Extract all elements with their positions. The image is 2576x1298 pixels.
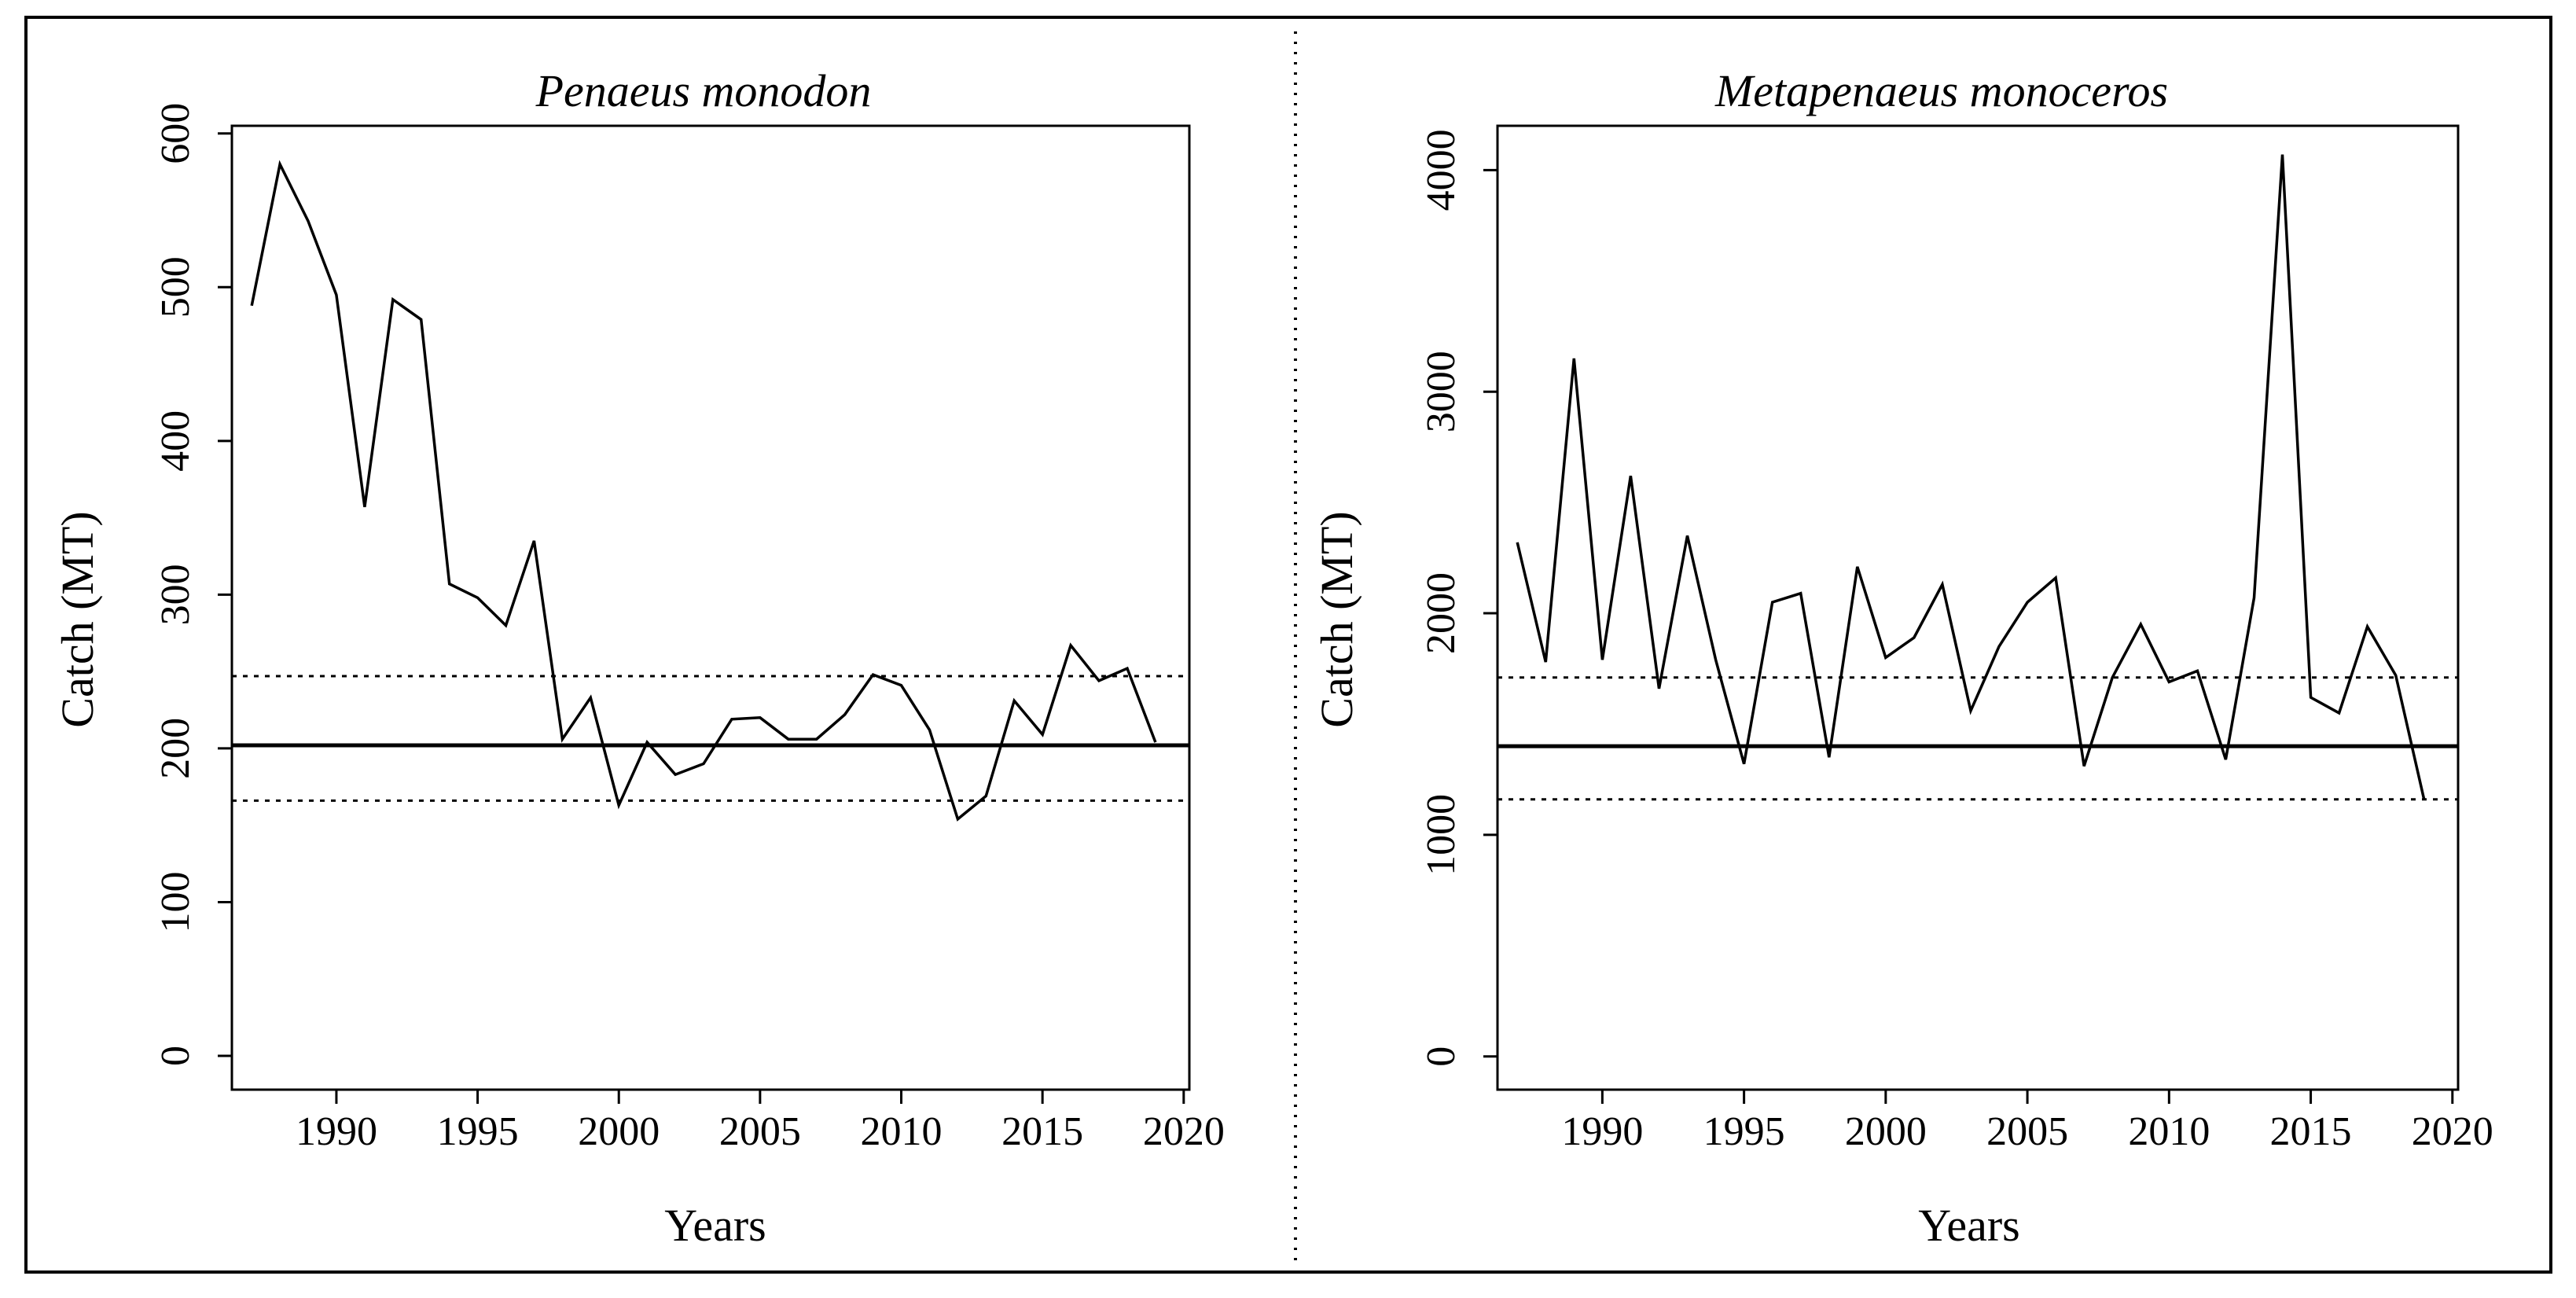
y-tick-label: 2000 xyxy=(1419,572,1464,654)
y-axis-label: Catch (MT) xyxy=(1311,511,1362,727)
x-tick-label: 1995 xyxy=(437,1109,519,1154)
chart-metapenaeus-monoceros: Metapenaeus monoceros Years Catch (MT) 1… xyxy=(1311,65,2493,1251)
x-tick-label: 2020 xyxy=(1143,1109,1225,1154)
x-tick-label: 2005 xyxy=(719,1109,801,1154)
x-tick-label: 2010 xyxy=(2128,1109,2210,1154)
y-tick-label: 400 xyxy=(153,410,198,472)
chart-title: Metapenaeus monoceros xyxy=(1714,65,2168,116)
y-axis-label: Catch (MT) xyxy=(52,511,103,727)
x-tick-label: 2010 xyxy=(861,1109,943,1154)
plot-frame xyxy=(1496,124,2460,1091)
x-tick-label: 2000 xyxy=(578,1109,660,1154)
y-tick-label: 0 xyxy=(153,1046,198,1066)
y-tick-label: 200 xyxy=(153,718,198,779)
y-tick-label: 600 xyxy=(153,103,198,164)
chart-penaeus-monodon: Penaeus monodon Years Catch (MT) 1990 199… xyxy=(52,65,1225,1251)
y-tick-label: 500 xyxy=(153,256,198,318)
x-tick-label: 1995 xyxy=(1703,1109,1785,1154)
figure-frame xyxy=(24,16,2552,1274)
chart-title: Penaeus monodon xyxy=(535,65,872,116)
x-axis-label: Years xyxy=(664,1200,766,1251)
series-line xyxy=(250,160,1157,822)
x-tick-label: 2020 xyxy=(2412,1109,2493,1154)
y-tick-label: 4000 xyxy=(1419,129,1464,211)
series-line xyxy=(1516,154,2426,800)
y-tick-label: 0 xyxy=(1419,1046,1464,1067)
x-tick-label: 2000 xyxy=(1845,1109,1927,1154)
x-axis-label: Years xyxy=(1918,1200,2019,1251)
y-tick-label: 3000 xyxy=(1419,351,1464,432)
y-tick-label: 1000 xyxy=(1419,794,1464,876)
x-tick-label: 1990 xyxy=(1561,1109,1643,1154)
x-tick-label: 2015 xyxy=(2270,1109,2352,1154)
x-tick-label: 2005 xyxy=(1986,1109,2068,1154)
y-tick-label: 100 xyxy=(153,871,198,932)
x-tick-label: 1990 xyxy=(296,1109,377,1154)
y-tick-label: 300 xyxy=(153,564,198,625)
x-tick-label: 2015 xyxy=(1001,1109,1083,1154)
plot-frame xyxy=(230,124,1191,1091)
